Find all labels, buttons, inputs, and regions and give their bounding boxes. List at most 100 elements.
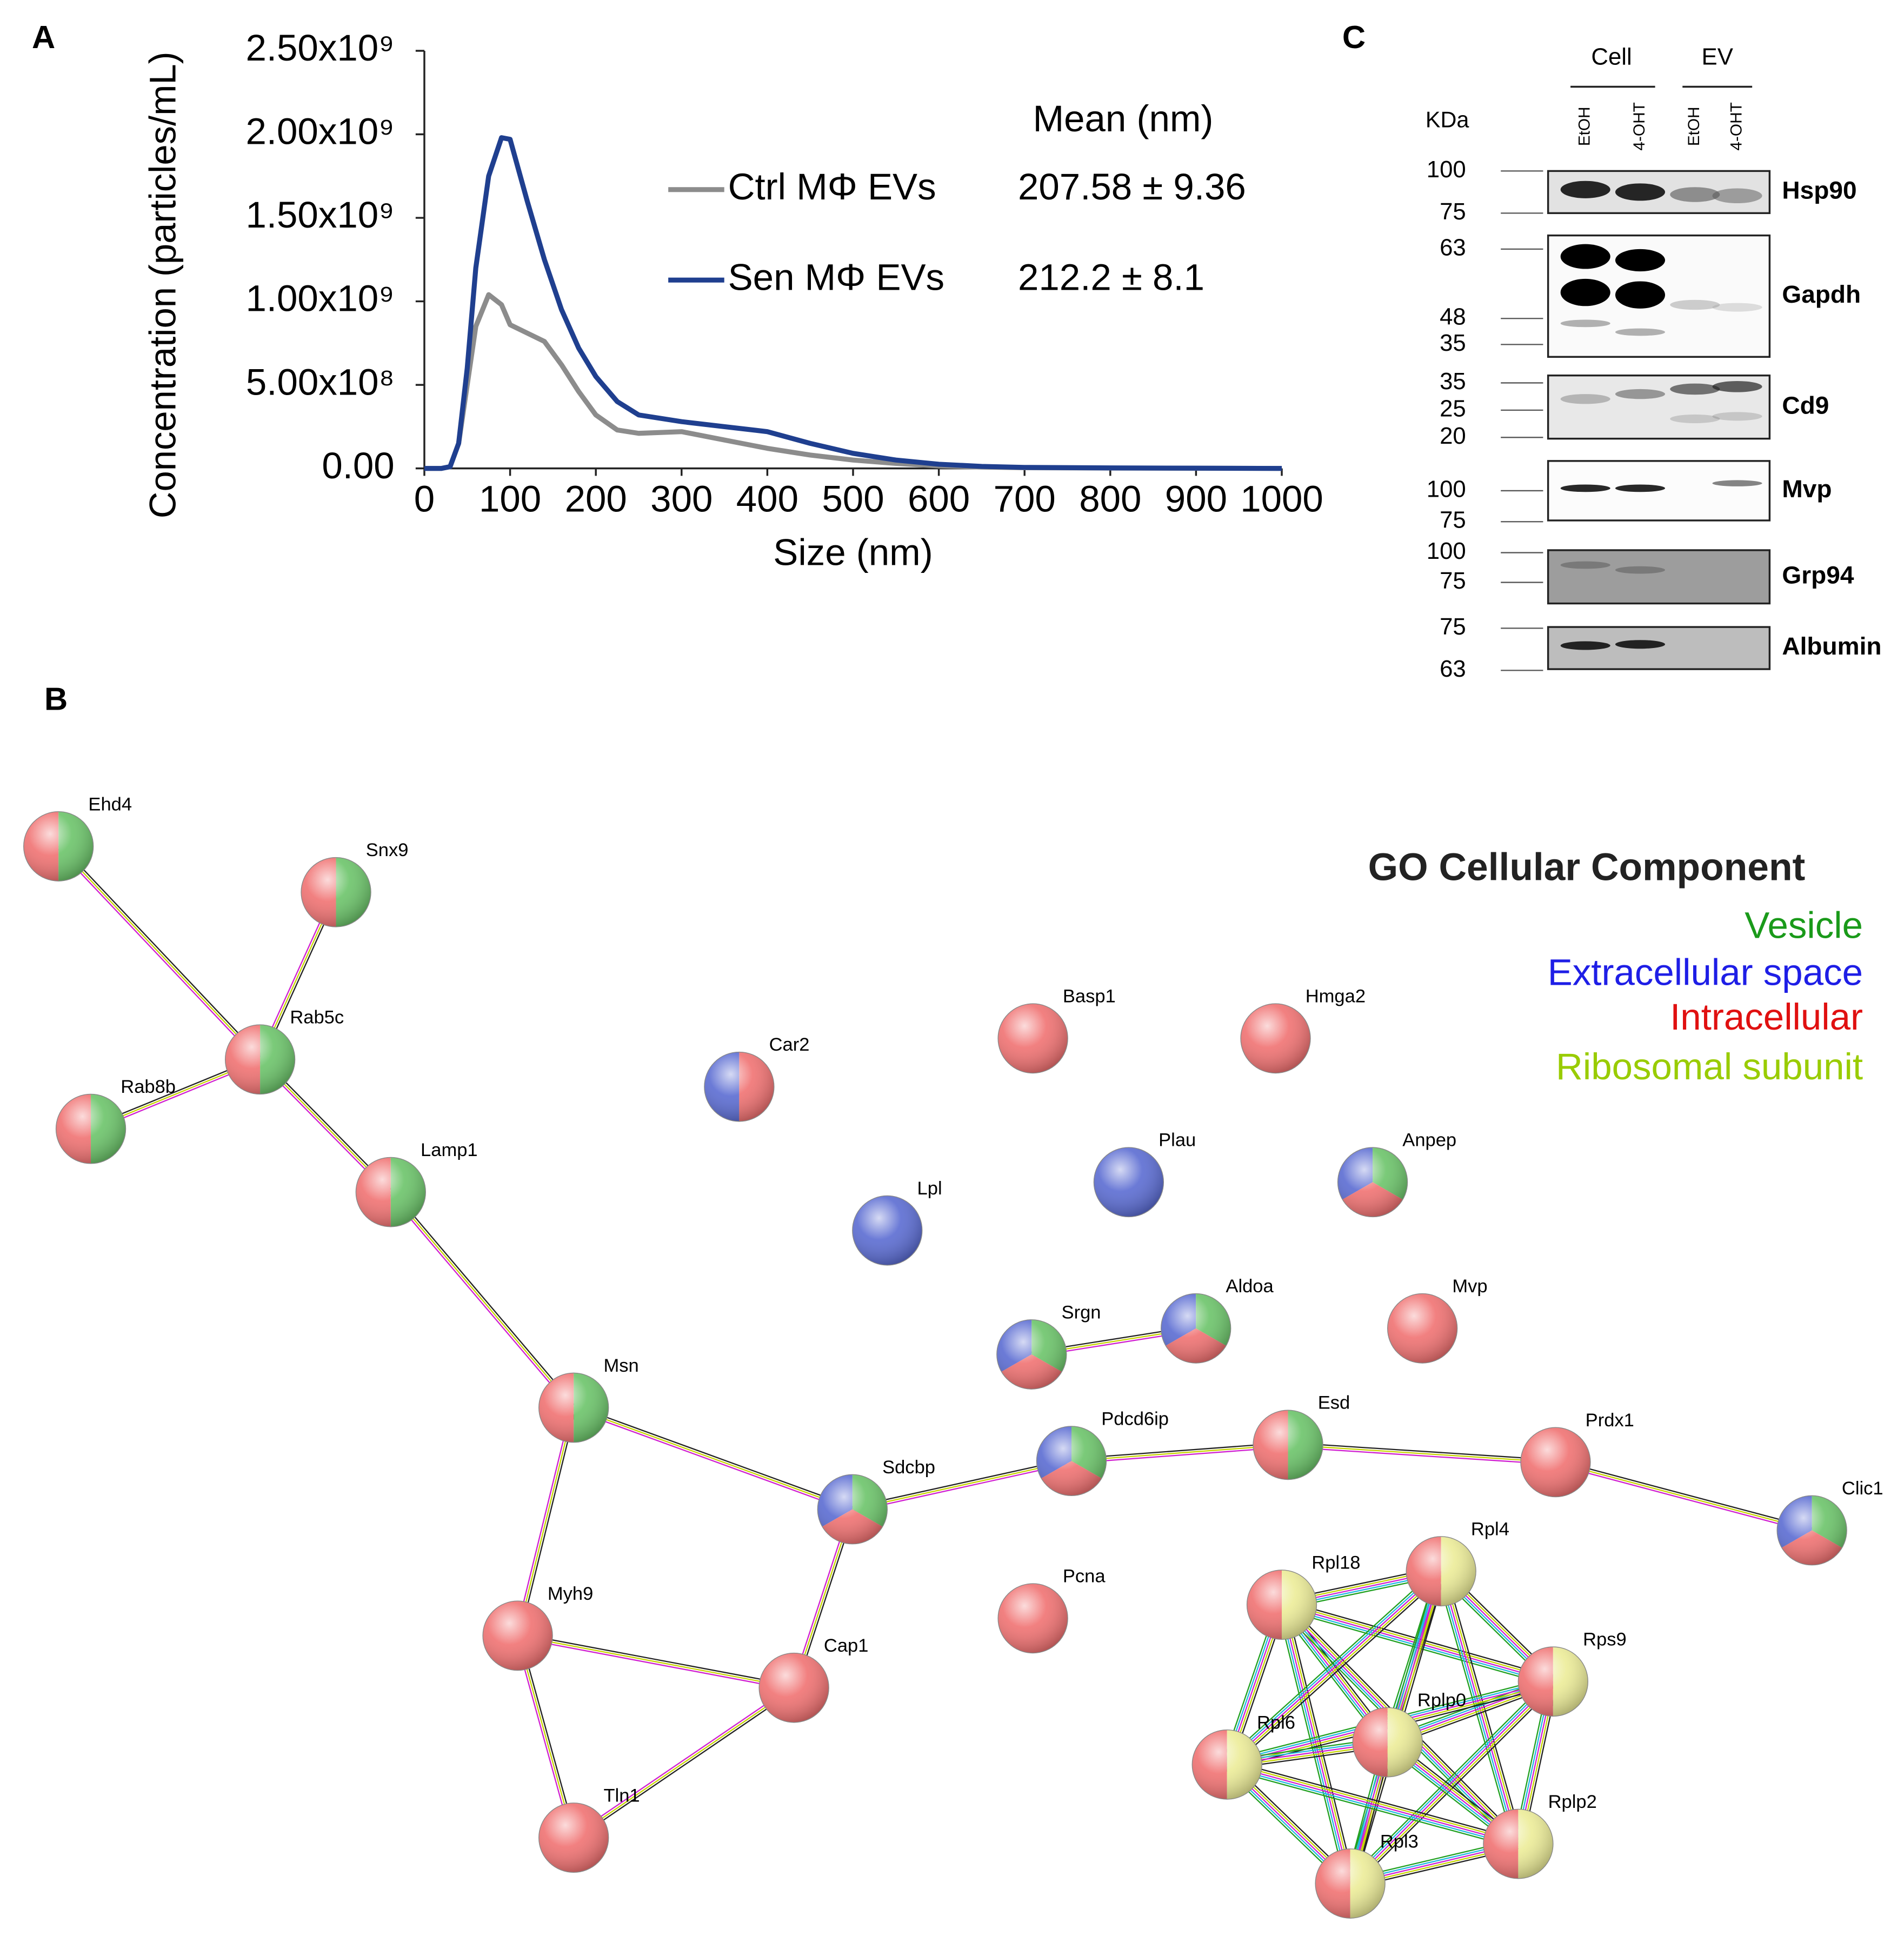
- node-label: Msn: [603, 1356, 638, 1376]
- edge: [1288, 1442, 1556, 1461]
- blot-band: [1670, 414, 1720, 423]
- edge: [1349, 1681, 1554, 1884]
- marker-label: 75: [1440, 507, 1466, 533]
- blot-box: [1547, 549, 1771, 605]
- lane-label: 4-OHT: [1630, 102, 1648, 150]
- blot-band: [1560, 561, 1610, 569]
- legend-label: Sen MΦ EVs: [728, 256, 944, 298]
- x-tick-label: 100: [479, 478, 541, 520]
- node: Prdx1: [1520, 1410, 1634, 1498]
- node-label: Plau: [1159, 1130, 1196, 1151]
- node: Myh9: [482, 1584, 593, 1671]
- node-label: Esd: [1318, 1393, 1350, 1413]
- legend-mean: 212.2 ± 8.1: [1018, 256, 1204, 298]
- blot-band: [1670, 299, 1720, 310]
- node-label: Srgn: [1062, 1302, 1101, 1323]
- x-tick-label: 400: [736, 478, 798, 520]
- node-label: Car2: [769, 1034, 810, 1055]
- node: Rplp2: [1483, 1792, 1597, 1879]
- y-tick-label: 0.00: [322, 445, 394, 486]
- edge: [1555, 1461, 1812, 1531]
- blot-band: [1615, 281, 1666, 309]
- node: Cap1: [758, 1635, 868, 1723]
- node-label: Pdcd6ip: [1101, 1409, 1169, 1430]
- edge: [56, 847, 259, 1061]
- legend-title: GO Cellular Component: [1368, 846, 1806, 889]
- edge: [1556, 1459, 1813, 1529]
- marker-label: 48: [1440, 304, 1466, 330]
- protein-label: Hsp90: [1782, 176, 1856, 204]
- y-tick-label: 2.00x10⁹: [245, 111, 394, 152]
- y-axis-title: Concentration (particles/mL): [142, 51, 183, 518]
- edge: [1071, 1444, 1288, 1462]
- node: Rab5c: [224, 1007, 344, 1095]
- edge: [517, 1407, 575, 1636]
- node-shine: [1036, 1426, 1107, 1497]
- node-label: Sdcbp: [882, 1457, 935, 1478]
- node-shine: [1406, 1536, 1476, 1607]
- marker-label: 63: [1440, 234, 1466, 261]
- y-tick-label: 5.00x10⁸: [246, 361, 395, 403]
- edge: [853, 1463, 1073, 1512]
- node-label: Rab8b: [121, 1077, 176, 1097]
- marker-label: 63: [1440, 656, 1466, 682]
- node: Esd: [1253, 1393, 1350, 1480]
- node-label: Ehd4: [88, 794, 132, 814]
- node: Rpl4: [1406, 1519, 1509, 1607]
- edge: [58, 846, 261, 1060]
- node-label: Pcna: [1063, 1566, 1106, 1587]
- edge: [1288, 1446, 1556, 1465]
- blot-band: [1712, 480, 1762, 486]
- node-label: Rpl4: [1471, 1519, 1509, 1540]
- node: Rpl6: [1191, 1712, 1295, 1800]
- node-label: Lamp1: [421, 1140, 478, 1160]
- node: Srgn: [996, 1302, 1101, 1390]
- node-label: Anpep: [1402, 1130, 1456, 1151]
- x-tick-label: 200: [565, 478, 627, 520]
- panel-label: A: [32, 19, 55, 55]
- node: Ehd4: [23, 794, 132, 882]
- edge: [572, 1409, 852, 1512]
- node-shine: [1483, 1808, 1554, 1879]
- edge: [392, 1190, 576, 1407]
- y-tick-label: 1.50x10⁹: [245, 194, 394, 236]
- edge: [517, 1635, 794, 1688]
- edge: [517, 1637, 794, 1691]
- edge: [1226, 1768, 1517, 1849]
- node-label: Mvp: [1452, 1276, 1487, 1297]
- edge: [1436, 1572, 1515, 1846]
- node: Tln1: [538, 1786, 640, 1873]
- node-shine: [817, 1474, 888, 1545]
- node: Rab8b: [55, 1077, 176, 1164]
- node: Sdcbp: [817, 1457, 935, 1545]
- marker-label: 25: [1440, 395, 1466, 422]
- node: Car2: [704, 1034, 810, 1122]
- node: Clic1: [1776, 1478, 1883, 1566]
- node-shine: [1315, 1848, 1386, 1919]
- node-label: Rpl18: [1312, 1553, 1360, 1573]
- blot-band: [1712, 303, 1762, 312]
- node: Basp1: [997, 986, 1116, 1074]
- y-tick-label: 1.00x10⁹: [245, 278, 394, 319]
- node-shine: [1240, 1003, 1311, 1074]
- edge: [1226, 1571, 1442, 1765]
- panel-label: B: [44, 681, 68, 717]
- legend-entry: Ribosomal subunit: [1556, 1046, 1863, 1087]
- node-shine: [301, 857, 371, 927]
- protein-label: Cd9: [1782, 391, 1829, 419]
- y-tick-label: 2.50x10⁹: [245, 27, 394, 69]
- node-label: Rpl3: [1380, 1831, 1419, 1852]
- blot-band: [1712, 188, 1762, 204]
- legend-label: Ctrl MΦ EVs: [728, 166, 936, 208]
- node-shine: [55, 1093, 127, 1164]
- node-shine: [538, 1372, 609, 1443]
- x-axis-title: Size (nm): [773, 531, 933, 573]
- node: Aldoa: [1161, 1276, 1274, 1364]
- blot-band: [1615, 640, 1666, 649]
- node-shine: [482, 1600, 553, 1671]
- edge: [851, 1458, 1071, 1508]
- node-shine: [1776, 1495, 1847, 1566]
- protein-label: Grp94: [1782, 560, 1854, 589]
